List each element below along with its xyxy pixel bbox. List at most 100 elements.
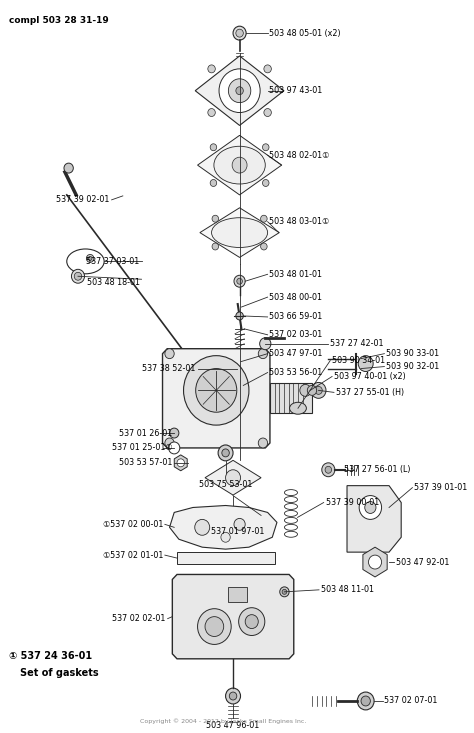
Text: Set of gaskets: Set of gaskets xyxy=(20,668,99,678)
Circle shape xyxy=(212,216,219,222)
Text: 537 38 52-01: 537 38 52-01 xyxy=(142,364,196,373)
Text: ① 537 24 36-01: ① 537 24 36-01 xyxy=(9,652,92,661)
Text: 503 48 01-01: 503 48 01-01 xyxy=(270,270,322,279)
Text: 537 37 03-01: 537 37 03-01 xyxy=(86,257,140,266)
Circle shape xyxy=(307,386,317,395)
Circle shape xyxy=(237,279,242,284)
Circle shape xyxy=(64,163,73,173)
Circle shape xyxy=(264,65,271,73)
Text: 503 90 33-01: 503 90 33-01 xyxy=(386,349,439,358)
Text: 503 48 00-01: 503 48 00-01 xyxy=(270,292,322,301)
Circle shape xyxy=(280,587,289,597)
Text: 503 97 40-01 (x2): 503 97 40-01 (x2) xyxy=(334,372,406,381)
Text: 537 01 26-01: 537 01 26-01 xyxy=(119,429,173,438)
Circle shape xyxy=(234,276,245,287)
Circle shape xyxy=(195,520,210,535)
Circle shape xyxy=(74,272,82,280)
Text: 503 90 34-01: 503 90 34-01 xyxy=(332,356,385,365)
Polygon shape xyxy=(174,455,187,471)
Circle shape xyxy=(261,216,267,222)
Text: 537 01 25-01①: 537 01 25-01① xyxy=(112,443,173,452)
Circle shape xyxy=(72,269,84,283)
Polygon shape xyxy=(163,349,270,448)
Circle shape xyxy=(315,386,322,394)
Text: 503 48 02-01①: 503 48 02-01① xyxy=(270,151,330,160)
Circle shape xyxy=(183,356,249,425)
Circle shape xyxy=(218,445,233,461)
Circle shape xyxy=(233,26,246,40)
Circle shape xyxy=(169,442,180,454)
Circle shape xyxy=(236,312,243,320)
Text: compl 503 28 31-19: compl 503 28 31-19 xyxy=(9,16,109,25)
Circle shape xyxy=(365,501,376,513)
Text: 537 27 42-01: 537 27 42-01 xyxy=(330,339,383,348)
Circle shape xyxy=(359,496,382,520)
Circle shape xyxy=(258,349,268,358)
Text: 503 75 53-01: 503 75 53-01 xyxy=(199,479,252,489)
Text: 503 48 05-01 (x2): 503 48 05-01 (x2) xyxy=(270,29,341,37)
Circle shape xyxy=(208,65,215,73)
Polygon shape xyxy=(363,547,387,577)
Text: 503 47 97-01: 503 47 97-01 xyxy=(270,349,323,358)
Text: 503 48 18-01: 503 48 18-01 xyxy=(87,278,140,287)
Polygon shape xyxy=(195,56,284,125)
Circle shape xyxy=(238,608,265,636)
Text: 537 39 00-01: 537 39 00-01 xyxy=(326,498,379,507)
Text: 503 66 59-01: 503 66 59-01 xyxy=(270,312,323,322)
Text: 537 27 56-01 (L): 537 27 56-01 (L) xyxy=(344,465,410,474)
Bar xyxy=(177,552,275,564)
Polygon shape xyxy=(173,575,294,659)
Circle shape xyxy=(264,108,271,117)
Circle shape xyxy=(261,243,267,250)
Ellipse shape xyxy=(214,147,265,184)
Circle shape xyxy=(228,78,251,103)
Text: 503 47 96-01: 503 47 96-01 xyxy=(206,721,260,730)
Ellipse shape xyxy=(211,218,268,248)
Circle shape xyxy=(226,470,240,486)
Text: 537 27 55-01 (H): 537 27 55-01 (H) xyxy=(336,388,404,397)
Text: 503 53 57-01: 503 53 57-01 xyxy=(119,458,173,468)
Text: ①537 02 00-01: ①537 02 00-01 xyxy=(102,520,163,528)
Ellipse shape xyxy=(67,249,104,274)
Text: 503 97 43-01: 503 97 43-01 xyxy=(270,86,323,95)
Bar xyxy=(270,383,312,413)
Circle shape xyxy=(219,69,260,113)
Circle shape xyxy=(245,615,258,628)
Circle shape xyxy=(282,589,287,594)
Text: 537 39 02-01: 537 39 02-01 xyxy=(56,196,110,205)
Text: 503 48 11-01: 503 48 11-01 xyxy=(321,586,374,594)
Circle shape xyxy=(311,383,326,398)
Text: Copyright © 2004 - 2012 by Jacks Small Engines Inc.: Copyright © 2004 - 2012 by Jacks Small E… xyxy=(139,718,306,723)
Circle shape xyxy=(88,257,92,260)
Polygon shape xyxy=(198,136,282,195)
Text: 503 90 32-01: 503 90 32-01 xyxy=(386,362,439,371)
Text: 503 53 56-01: 503 53 56-01 xyxy=(270,368,323,377)
Circle shape xyxy=(170,428,179,438)
Ellipse shape xyxy=(290,402,306,414)
Circle shape xyxy=(210,144,217,151)
Circle shape xyxy=(234,518,245,530)
Circle shape xyxy=(210,180,217,186)
Circle shape xyxy=(300,384,311,397)
Circle shape xyxy=(208,108,215,117)
Circle shape xyxy=(226,688,240,704)
Circle shape xyxy=(361,696,370,706)
Circle shape xyxy=(322,463,335,476)
Circle shape xyxy=(229,692,237,700)
Circle shape xyxy=(221,532,230,542)
Text: ARPartsSho: ARPartsSho xyxy=(187,397,259,410)
Circle shape xyxy=(205,616,224,636)
Circle shape xyxy=(212,243,219,250)
Circle shape xyxy=(198,608,231,644)
Circle shape xyxy=(232,157,247,173)
Text: 537 02 03-01: 537 02 03-01 xyxy=(270,331,323,339)
Circle shape xyxy=(236,86,243,95)
Text: 503 47 92-01: 503 47 92-01 xyxy=(396,558,449,567)
Circle shape xyxy=(325,466,332,474)
Circle shape xyxy=(165,438,174,448)
Circle shape xyxy=(263,180,269,186)
Circle shape xyxy=(165,349,174,358)
Text: 537 02 02-01: 537 02 02-01 xyxy=(112,614,166,623)
Polygon shape xyxy=(200,207,279,257)
Circle shape xyxy=(196,369,237,412)
